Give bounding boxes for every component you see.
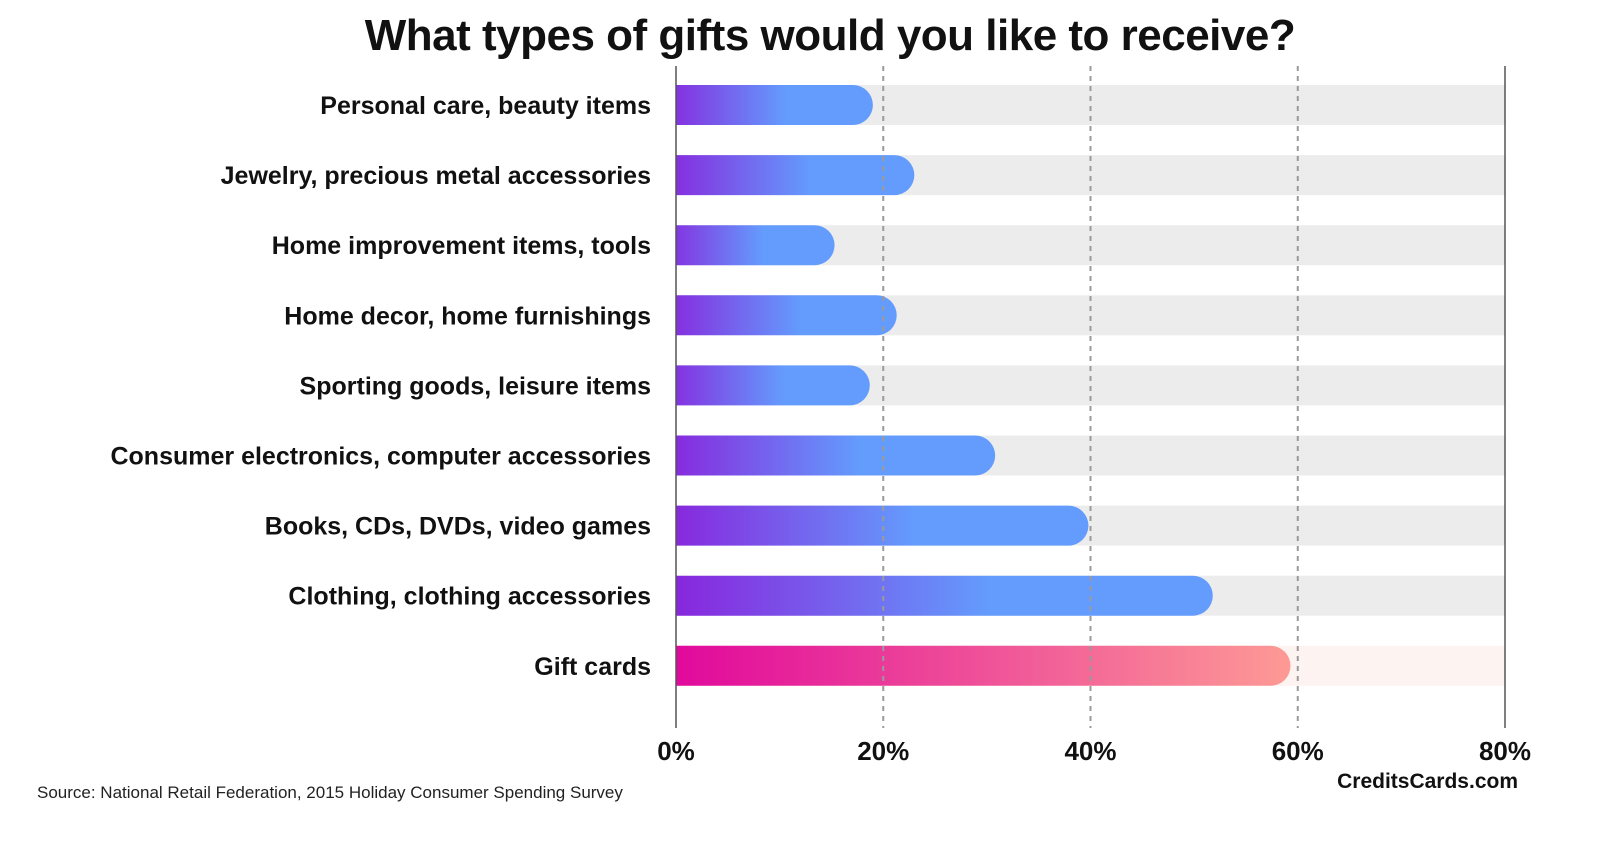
x-tick-label: 60% [1272, 736, 1324, 766]
bar [676, 225, 835, 266]
brand-logo-text: CreditsCards.com [1337, 770, 1518, 793]
bar-layer [676, 85, 1291, 686]
bar [676, 575, 1213, 616]
category-label: Clothing, clothing accessories [288, 583, 651, 611]
category-label: Gift cards [534, 653, 651, 681]
category-label-layer: Personal care, beauty items Jewelry, prec… [110, 92, 651, 681]
x-tick-label: 80% [1479, 736, 1531, 766]
bar [676, 155, 915, 196]
category-label: Consumer electronics, computer accessori… [110, 443, 651, 471]
bar [676, 85, 873, 125]
bar [676, 435, 996, 476]
chart-title: What types of gifts would you like to re… [364, 11, 1296, 60]
bar [676, 645, 1291, 686]
category-label: Sporting goods, leisure items [300, 372, 651, 400]
x-tick-label: 40% [1064, 736, 1116, 766]
category-label: Home decor, home furnishings [284, 302, 651, 330]
x-tick-label: 0% [657, 736, 695, 766]
bar [676, 505, 1089, 546]
category-label: Home improvement items, tools [272, 232, 651, 260]
category-label: Personal care, beauty items [320, 92, 651, 120]
category-label: Jewelry, precious metal accessories [221, 162, 651, 190]
grid-layer [675, 66, 1506, 728]
bar [676, 295, 897, 336]
bar [676, 365, 870, 406]
x-tick-label: 20% [857, 736, 909, 766]
source-note: Source: National Retail Federation, 2015… [37, 783, 623, 802]
tick-label-layer: 0% 20% 40% 60% 80% [657, 736, 1531, 766]
category-label: Books, CDs, DVDs, video games [265, 513, 651, 541]
